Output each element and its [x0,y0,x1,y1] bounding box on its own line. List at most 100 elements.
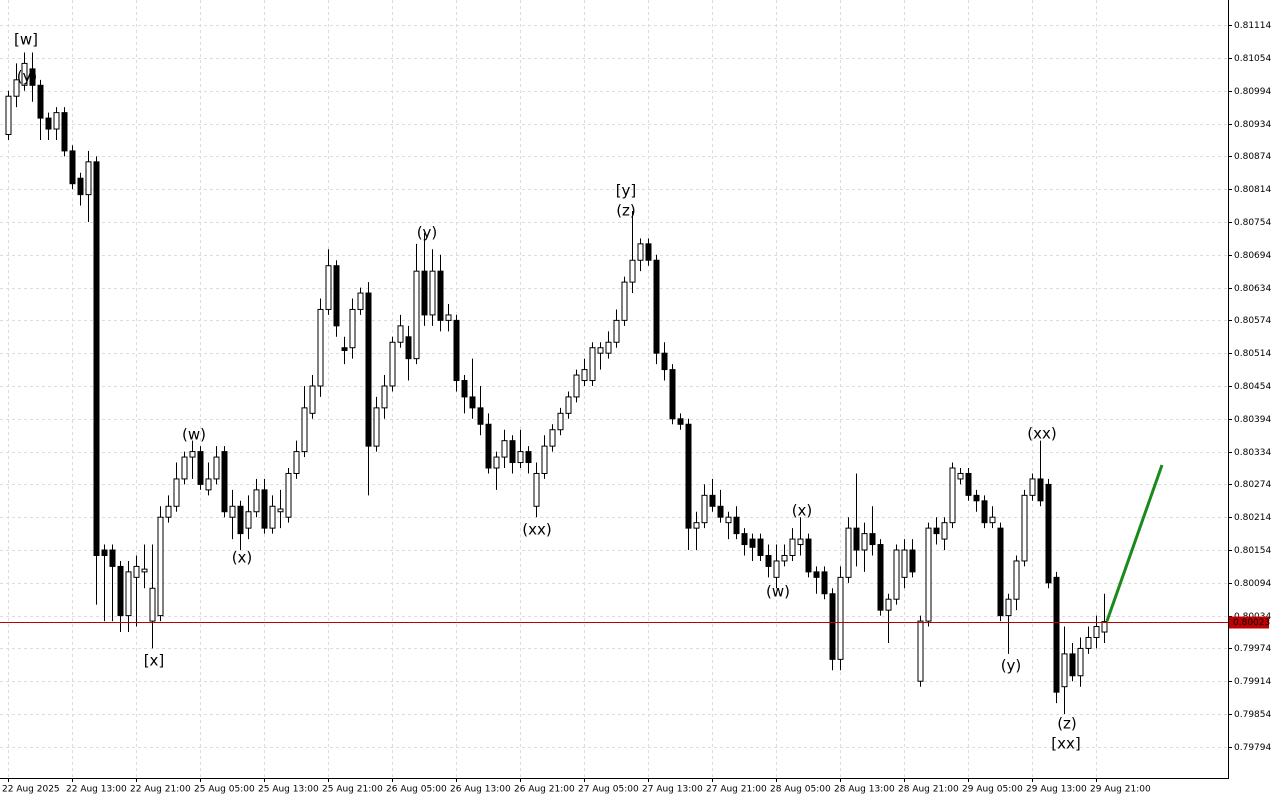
candle-body [701,494,708,524]
candle-body [669,369,676,420]
candle-body [293,451,300,474]
candle-body [101,549,108,556]
wave-label: (w) [182,426,206,444]
candle-body [285,472,292,518]
grid [0,0,1228,778]
candle-body [365,292,372,447]
candle-body [125,571,132,617]
candle-body [517,451,524,464]
candle-body [237,505,244,535]
wave-label: (w) [766,583,790,601]
candle-body [717,505,724,518]
x-tick-label: 29 Aug 05:00 [962,785,1023,795]
candle-body [109,549,116,567]
candle-body [261,489,268,529]
candle-body [837,576,844,660]
candle-body [557,412,564,431]
y-tick-label: 0.81114 [1234,21,1271,31]
candle-body [573,374,580,398]
candle-body [93,161,100,556]
candle-body [245,511,252,529]
candle-body [1077,647,1084,677]
candle-body [181,456,188,480]
candle-body [1021,494,1028,562]
candle-body [749,538,756,548]
x-tick-label: 25 Aug 13:00 [258,785,319,795]
candle-body [21,62,28,86]
wave-label: (y) [1001,657,1022,675]
x-tick-label: 27 Aug 13:00 [642,785,703,795]
candle-body [909,549,916,573]
current-price-label: 0.80023 [1233,618,1270,628]
candle-body [133,565,140,578]
y-tick-label: 0.79914 [1234,677,1271,687]
wave-label: (z) [1057,715,1077,733]
wave-label: (x) [232,549,253,567]
candle-body [405,336,412,360]
candle-body [1013,560,1020,600]
candle-body [77,177,84,196]
y-tick-label: 0.80814 [1234,185,1271,195]
candle-body [1101,621,1108,633]
candle-body [189,451,196,458]
x-tick-label: 27 Aug 05:00 [578,785,639,795]
candle-body [229,505,236,518]
x-tick-label: 28 Aug 21:00 [898,785,959,795]
forecast-line [1105,464,1164,622]
candle-body [397,325,404,343]
candle-body [805,538,812,573]
candle-body [949,467,956,524]
candle-body [69,150,76,185]
candle-body [213,456,220,480]
candle-body [597,347,604,354]
candle-body [141,568,148,573]
candle-body [757,538,764,556]
candle-body [1005,598,1012,617]
candle-body [29,68,36,86]
y-tick-label: 0.80634 [1234,284,1271,294]
candle-body [725,516,732,524]
candle-body [989,516,996,524]
candle-body [645,243,652,261]
candle-body [1037,478,1044,502]
x-tick-label: 28 Aug 05:00 [770,785,831,795]
candle-body [437,270,444,321]
wave-labels: [w] (y) (w) (x) [x] (y) (xx) [y] (z) (w)… [14,31,1081,753]
candle-body [533,472,540,507]
x-tick-label: 25 Aug 05:00 [194,785,255,795]
candle-body [821,571,828,595]
candle-body [885,598,892,611]
x-tick-label: 26 Aug 13:00 [450,785,511,795]
candle-body [157,516,164,617]
candle-body [997,527,1004,617]
y-tick-label: 0.80334 [1234,448,1271,458]
wave-label: (z) [616,202,636,220]
candle-body [629,259,636,283]
candle-body [741,533,748,546]
x-tick-label: 25 Aug 21:00 [322,785,383,795]
x-tick-label: 26 Aug 05:00 [386,785,447,795]
candle-body [541,445,548,474]
candle-body [309,385,316,414]
candle-body [205,478,212,491]
candle-body [373,407,380,447]
candle-body [973,494,980,502]
candle-body [165,505,172,518]
candle-body [149,587,156,622]
candle-body [861,533,868,551]
candle-body [709,494,716,507]
candle-body [869,533,876,546]
candle-body [301,407,308,453]
y-tick-label: 0.80094 [1234,579,1271,589]
candle-body [469,396,476,409]
wave-label: (y) [17,68,38,86]
candle-body [613,319,620,343]
candle-body [901,549,908,578]
candle-body [877,544,884,611]
candle-body [549,429,556,447]
wave-label: (xx) [522,521,551,539]
candle-body [813,571,820,578]
wave-label: (xx) [1027,425,1056,443]
candle-body [917,620,924,682]
